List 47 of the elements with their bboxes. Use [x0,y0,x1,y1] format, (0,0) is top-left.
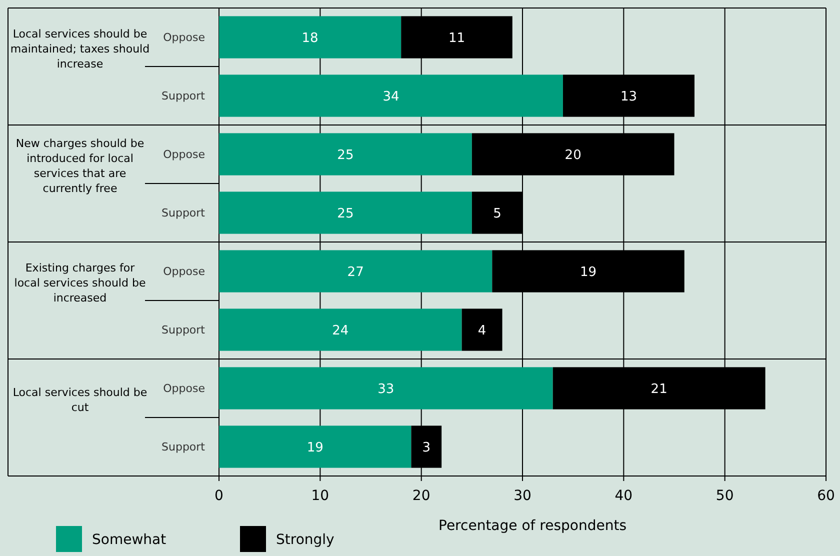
data-label: 25 [337,148,354,163]
legend-label: Strongly [276,532,334,548]
y-tick-label: Support [162,90,206,103]
y-tick-label: Oppose [163,382,206,396]
bar [462,308,502,351]
x-tick-label: 60 [817,488,835,504]
text: New charges should be introduced for local services that are currently free [16,137,144,195]
data-label: 25 [337,206,354,222]
bar [219,192,472,234]
data-label: 11 [448,30,466,46]
y-tick-label: Oppose [163,265,206,278]
data-label: 27 [347,264,364,280]
text: Existing charges for local services should be increased [14,262,146,304]
data-label: 19 [580,264,597,280]
data-label: 4 [478,323,486,338]
data-label: 5 [493,206,502,222]
y-tick-label: Support [162,324,206,337]
bar [219,426,412,468]
data-label: 20 [564,148,582,163]
x-tick-label: 0 [214,488,224,504]
y-tick-label: Oppose [163,31,206,44]
data-label: 21 [650,382,668,397]
x-tick-label: 50 [716,488,734,504]
x-tick-label: 20 [412,488,430,504]
bar [219,250,492,292]
bar [219,16,402,58]
bar [219,367,553,410]
text: Local services should be cut [12,386,148,414]
x-tick-label: 40 [614,488,633,504]
y-tick-label: Support [162,206,206,220]
y-tick-label: Oppose [163,148,206,162]
data-label: 33 [378,382,394,397]
data-label: 18 [302,30,318,46]
data-label: 34 [382,89,400,104]
x-tick-label: 30 [514,488,532,504]
x-axis-title: Percentage of respondents [438,518,626,534]
y-tick-label: Support [162,440,206,454]
bar [219,133,472,176]
text: Local services should be maintained; taxes should increase [10,28,150,70]
x-tick-label: 10 [311,488,330,504]
legend-label: Somewhat [92,532,167,548]
data-label: 13 [620,89,637,104]
data-label: 19 [306,440,324,456]
bar [219,308,462,351]
data-label: 3 [422,440,431,456]
bar [219,74,563,117]
data-label: 24 [332,323,349,338]
